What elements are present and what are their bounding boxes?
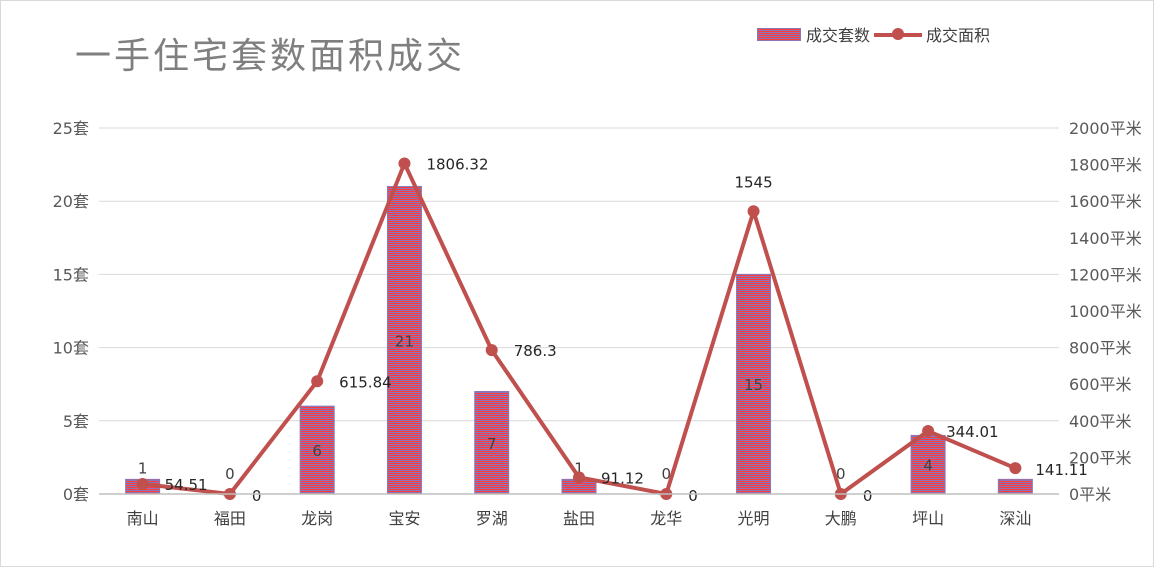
- x-category-label: 盐田: [563, 509, 595, 528]
- y-right-tick-label: 1000平米: [1069, 302, 1142, 321]
- y-right-tick-label: 800平米: [1069, 339, 1132, 358]
- bar: [997, 478, 1033, 495]
- y-right-tick-label: 1400平米: [1069, 229, 1142, 248]
- bar-value-label: 7: [487, 435, 497, 453]
- legend-label-units: 成交套数: [806, 26, 871, 45]
- y-right-tick-label: 400平米: [1069, 412, 1132, 431]
- area-point: [1009, 462, 1022, 475]
- y-left-tick-label: 10套: [53, 339, 89, 358]
- y-right-tick-label: 1800平米: [1069, 156, 1142, 175]
- area-value-label: 141.11: [1035, 461, 1088, 479]
- y-right-tick-label: 600平米: [1069, 375, 1132, 394]
- bar-value-label: 0: [661, 465, 671, 483]
- x-category-label: 龙华: [650, 509, 682, 528]
- x-category-label: 大鹏: [825, 509, 857, 528]
- y-right-tick-label: 200平米: [1069, 448, 1132, 467]
- chart-title: 一手住宅套数面积成交: [75, 36, 466, 77]
- bar-value-label: 1: [574, 459, 584, 477]
- bar-value-label: 21: [395, 332, 414, 350]
- bar: [299, 405, 335, 495]
- area-value-label: 615.84: [339, 373, 392, 391]
- bar: [736, 273, 772, 495]
- area-point: [136, 478, 149, 491]
- bar: [386, 186, 422, 495]
- area-value-label: 54.51: [165, 476, 208, 494]
- y-left-tick-label: 0套: [63, 485, 89, 504]
- area-point: [398, 157, 411, 170]
- legend-item-area: 成交面积: [874, 22, 990, 46]
- bar-value-label: 6: [312, 442, 322, 460]
- y-left-tick-label: 20套: [53, 192, 89, 211]
- y-left-tick-label: 15套: [53, 265, 89, 284]
- legend-bar-swatch: [757, 27, 801, 41]
- y-right-tick-label: 1200平米: [1069, 265, 1142, 284]
- bar: [474, 391, 510, 495]
- area-value-label: 1806.32: [426, 155, 488, 173]
- x-category-label: 龙岗: [301, 509, 333, 528]
- x-category-label: 坪山: [912, 509, 944, 528]
- y-right-tick-label: 0平米: [1069, 485, 1111, 504]
- x-category-label: 深汕: [999, 509, 1031, 528]
- area-point: [573, 471, 585, 484]
- area-series-line: [142, 161, 1017, 496]
- bar-value-label: 1: [138, 459, 148, 477]
- legend-line-swatch: [874, 28, 923, 40]
- area-point: [485, 344, 498, 357]
- bar-value-label: 4: [923, 457, 933, 475]
- x-category-label: 福田: [214, 509, 246, 528]
- x-category-label: 宝安: [388, 509, 420, 528]
- legend-label-area: 成交面积: [926, 26, 991, 45]
- area-value-label: 0: [688, 487, 698, 505]
- x-category-label: 光明: [738, 509, 770, 528]
- area-point: [311, 375, 324, 388]
- x-category-label: 南山: [127, 509, 159, 528]
- area-point: [747, 205, 760, 218]
- y-left-tick-label: 5套: [63, 412, 89, 431]
- area-point: [922, 425, 935, 438]
- bar-value-label: 15: [744, 376, 763, 394]
- area-value-label: 344.01: [946, 423, 999, 441]
- area-value-label: 786.3: [514, 342, 557, 360]
- y-left-tick-label: 25套: [53, 119, 89, 138]
- area-value-label: 1545: [734, 173, 772, 191]
- area-value-label: 91.12: [601, 469, 644, 487]
- bar: [910, 434, 946, 495]
- area-value-label: 0: [863, 487, 873, 505]
- x-category-label: 罗湖: [476, 509, 508, 528]
- bar-value-label: 0: [836, 465, 846, 483]
- chart-legend: 成交套数 成交面积: [757, 23, 994, 45]
- legend-item-units: 成交套数: [757, 22, 870, 46]
- y-right-tick-label: 1600平米: [1069, 192, 1142, 211]
- y-right-tick-label: 2000平米: [1069, 119, 1142, 138]
- bar-value-label: 0: [225, 465, 235, 483]
- area-value-label: 0: [252, 487, 262, 505]
